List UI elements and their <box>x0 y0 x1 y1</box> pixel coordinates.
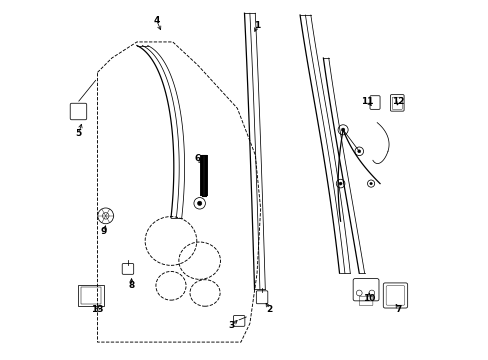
Circle shape <box>338 182 342 185</box>
Circle shape <box>197 201 202 206</box>
Bar <box>78 285 103 306</box>
Bar <box>81 287 101 304</box>
Text: 7: 7 <box>395 305 401 314</box>
Text: 11: 11 <box>361 96 373 105</box>
Text: 13: 13 <box>91 305 103 314</box>
Text: 6: 6 <box>194 154 200 163</box>
Circle shape <box>341 128 344 131</box>
Text: 10: 10 <box>363 294 375 303</box>
Text: 1: 1 <box>253 21 260 30</box>
Text: 8: 8 <box>128 281 134 290</box>
Text: 12: 12 <box>392 96 404 105</box>
Circle shape <box>357 150 360 153</box>
Text: 2: 2 <box>266 305 272 314</box>
Text: 9: 9 <box>101 228 107 237</box>
Text: 3: 3 <box>228 321 235 330</box>
Text: 4: 4 <box>153 16 160 25</box>
Circle shape <box>369 182 371 185</box>
Text: 5: 5 <box>76 129 82 138</box>
